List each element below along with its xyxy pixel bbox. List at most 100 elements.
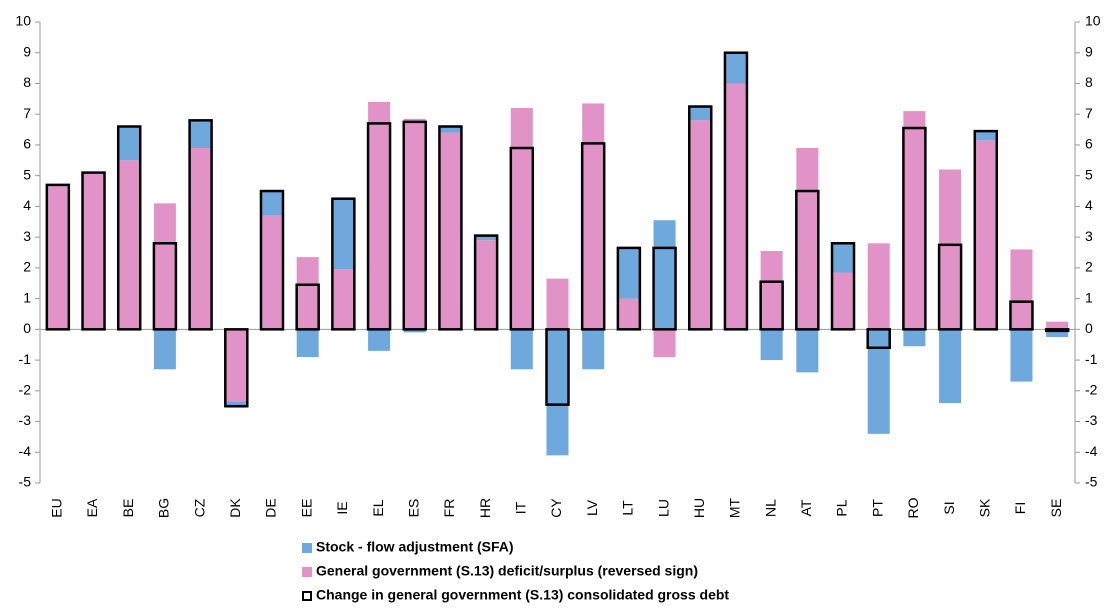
x-tick-label: DE [263, 498, 279, 517]
y-tick-label: 1 [23, 289, 31, 305]
x-tick-label: PT [869, 499, 885, 517]
bar-segment [867, 329, 890, 434]
bar-segment [582, 103, 605, 330]
bar-segment [296, 329, 319, 357]
bar-segment [1010, 249, 1033, 330]
bar-segment [760, 250, 783, 330]
y2-tick-label: -4 [1085, 443, 1098, 459]
debt-outline [652, 246, 677, 331]
debt-outline [723, 51, 749, 331]
x-tick-label: SK [976, 498, 992, 517]
bar-segment [724, 83, 747, 330]
legend-swatch [302, 543, 312, 553]
legend-label: Change in general government (S.13) cons… [316, 587, 729, 603]
debt-outline [937, 243, 963, 331]
y2-tick-label: -2 [1085, 382, 1098, 398]
y2-tick-label: 2 [1085, 259, 1093, 275]
x-tick-label: BG [156, 498, 172, 518]
bar-segment [617, 298, 640, 330]
bar-segment [653, 220, 676, 330]
y2-tick-label: 1 [1085, 289, 1093, 305]
debt-outline [295, 283, 320, 331]
bar-segment [439, 132, 462, 330]
debt-outline [1044, 328, 1070, 333]
bar-segment [439, 126, 462, 133]
debt-outline [759, 280, 784, 331]
y-tick-label: 0 [23, 320, 31, 336]
bar-segment [296, 257, 319, 330]
debt-outline [795, 189, 820, 331]
bar-segment [332, 198, 355, 270]
bar-segment [189, 120, 212, 149]
legend-label: General government (S.13) deficit/surplu… [316, 563, 698, 579]
bar-segment [475, 235, 498, 241]
y-tick-label: -1 [19, 351, 32, 367]
debt-outline [45, 183, 71, 331]
bar-segment [546, 329, 569, 456]
bar-segment [653, 329, 676, 357]
y2-tick-label: 7 [1085, 105, 1093, 121]
debt-outline [259, 189, 285, 331]
bar-segment [510, 329, 533, 370]
x-tick-label: AT [798, 499, 814, 516]
x-tick-label: FI [1012, 502, 1028, 514]
debt-outline [402, 120, 427, 331]
debt-outline [188, 119, 213, 331]
bar-segment [796, 148, 819, 330]
debt-outline [366, 122, 392, 331]
y-tick-label: 4 [23, 197, 31, 213]
bar-segment [903, 111, 926, 330]
debt-outline [830, 242, 856, 331]
x-tick-label: EE [298, 499, 314, 518]
x-tick-label: DK [227, 498, 243, 518]
debt-outline [509, 146, 535, 331]
y2-tick-label: 0 [1085, 320, 1093, 336]
debt-outline [1009, 300, 1034, 331]
y-tick-label: -2 [19, 382, 32, 398]
debt-outline [152, 242, 178, 331]
bar-segment [153, 329, 176, 370]
x-tick-label: ES [405, 499, 421, 518]
x-tick-label: RO [905, 497, 921, 518]
debt-outline [224, 328, 249, 408]
x-tick-label: HR [477, 498, 493, 518]
x-tick-label: CZ [191, 498, 207, 517]
x-tick-label: LV [584, 499, 600, 516]
x-tick-label: HU [691, 498, 707, 518]
y2-tick-label: -1 [1085, 351, 1098, 367]
x-tick-label: PL [834, 499, 850, 516]
bar-segment [724, 52, 747, 84]
y2-tick-label: 5 [1085, 166, 1093, 182]
y2-tick-label: 3 [1085, 228, 1093, 244]
y2-tick-label: 8 [1085, 74, 1093, 90]
bar-segment [867, 243, 890, 330]
bar-segment [368, 329, 391, 351]
x-tick-label: MT [727, 497, 743, 518]
x-tick-label: EL [370, 499, 386, 516]
legend-label: Stock - flow adjustment (SFA) [316, 539, 514, 555]
bar-segment [689, 106, 712, 121]
y-tick-label: 9 [23, 43, 31, 59]
x-tick-label: FR [441, 499, 457, 518]
bar-segment [189, 148, 212, 330]
bar-segment [1046, 329, 1069, 338]
bar-segment [260, 191, 283, 216]
x-tick-label: SE [1048, 499, 1064, 518]
debt-outline [331, 197, 356, 331]
debt-outline [866, 328, 891, 350]
debt-outline [438, 125, 463, 331]
bar-segment [974, 131, 997, 141]
x-tick-label: EU [49, 498, 65, 517]
bar-segment [403, 118, 426, 330]
bar-segment [46, 184, 69, 330]
y2-tick-label: 9 [1085, 43, 1093, 59]
debt-outline [902, 126, 927, 331]
y-tick-label: 10 [15, 13, 31, 29]
y2-tick-label: 6 [1085, 136, 1093, 152]
y-tick-label: -3 [19, 412, 32, 428]
bar-segment [760, 329, 783, 361]
bar-segment [153, 203, 176, 330]
bar-segment [403, 329, 426, 333]
bar-segment [832, 272, 855, 330]
x-tick-label: EA [84, 498, 100, 517]
